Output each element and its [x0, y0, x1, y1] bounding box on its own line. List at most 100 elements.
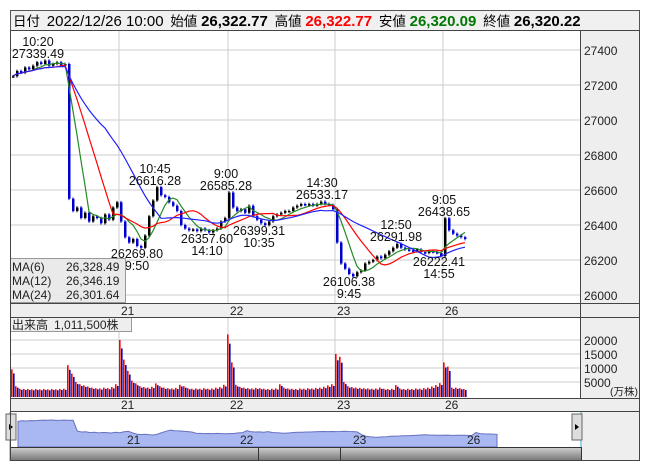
volume-tick-label: 5000: [584, 376, 611, 390]
volume-bar: [277, 389, 279, 397]
chart-frame: [10, 30, 640, 412]
volume-bar: [313, 389, 315, 397]
ma24-value: 26,301.64: [66, 288, 120, 302]
volume-bar: [185, 387, 187, 397]
candle-body: [424, 252, 427, 254]
candle-body: [212, 230, 215, 233]
navigator-scrollbar[interactable]: [10, 447, 582, 461]
price-annotations: 10:20 27339.49 10:45 26616.28 26269.80 9…: [12, 35, 470, 301]
volume-bar: [183, 386, 185, 397]
navigator-area: [17, 419, 498, 448]
grid: [10, 31, 580, 398]
candle-body: [268, 221, 271, 226]
candle-body: [436, 252, 439, 254]
volume-bar: [279, 384, 281, 397]
volume-bar: [227, 334, 229, 397]
annotation-time: 12:50: [380, 218, 411, 232]
volume-bar: [193, 389, 195, 397]
volume-bar: [347, 386, 349, 397]
navigator-date-label: 23: [353, 433, 367, 447]
candle-body: [280, 212, 283, 215]
volume-bar: [15, 386, 17, 397]
volume-bar: [47, 389, 49, 397]
volume-bar: [163, 387, 165, 397]
volume-bar: [217, 388, 219, 397]
volume-bar: [57, 390, 59, 397]
candle-body: [80, 207, 83, 218]
candle-body: [248, 205, 251, 213]
volume-bar: [413, 390, 415, 397]
date-tick-label: 26: [445, 398, 459, 412]
annotation-price: 26291.98: [370, 230, 422, 244]
volume-bar: [21, 389, 23, 397]
volume-bar: [359, 387, 361, 397]
volume-bar: [457, 388, 459, 397]
volume-bar: [275, 388, 277, 397]
volume-bar: [449, 371, 451, 397]
annotation-price: 27339.49: [12, 47, 64, 61]
annotation-time: 10:45: [139, 162, 170, 176]
volume-bar: [107, 388, 109, 397]
volume-bar: [213, 389, 215, 397]
volume-bar: [281, 386, 283, 397]
volume-bar: [73, 376, 75, 397]
candle-body: [348, 268, 351, 274]
volume-bar: [375, 388, 377, 397]
navigator-date-label: 26: [467, 433, 481, 447]
annotation-price: 26399.31: [233, 224, 285, 238]
volume-bar: [195, 388, 197, 397]
volume-bar: [267, 389, 269, 397]
volume-bar: [235, 384, 237, 397]
volume-bar: [119, 340, 121, 397]
volume-bar: [25, 390, 27, 397]
candle-body: [108, 214, 111, 220]
volume-bar: [49, 390, 51, 397]
candle-body: [192, 229, 195, 231]
volume-bar: [229, 343, 231, 397]
candle-body: [372, 260, 375, 262]
ma12-line: [12, 64, 466, 266]
volume-bar: [33, 390, 35, 397]
navigator[interactable]: 21 22 23 26: [5, 411, 640, 462]
volume-bar: [239, 386, 241, 397]
volume-bar: [433, 387, 435, 397]
candle-body: [116, 202, 119, 208]
volume-bar: [19, 388, 21, 397]
volume-bar: [417, 389, 419, 397]
candle-body: [244, 209, 247, 213]
volume-bar: [95, 388, 97, 397]
volume-bar: [307, 388, 309, 397]
volume-bar: [53, 390, 55, 397]
volume-bar: [71, 373, 73, 397]
candle-body: [132, 239, 135, 243]
volume-bar: [159, 386, 161, 397]
volume-bar: [127, 370, 129, 397]
volume-bar: [385, 389, 387, 397]
candle-body: [148, 216, 151, 236]
candle-body: [304, 204, 307, 206]
candle-body: [380, 256, 383, 259]
volume-bar: [129, 374, 131, 397]
annotation-price: 26585.28: [200, 179, 252, 193]
candle-body: [176, 205, 179, 211]
candle-body: [84, 212, 87, 218]
volume-bar: [435, 385, 437, 397]
volume-bar: [111, 387, 113, 397]
candle-body: [264, 223, 267, 226]
candle-body: [24, 67, 27, 73]
candle-body: [104, 214, 107, 224]
volume-bar: [221, 388, 223, 397]
volume-bar: [431, 386, 433, 397]
volume-bar: [391, 388, 393, 397]
volume-bar: [317, 389, 319, 397]
volume-bar: [91, 387, 93, 397]
volume-bar: [327, 385, 329, 397]
volume-bar: [335, 354, 337, 397]
annotation-time: 14:30: [306, 176, 337, 190]
volume-bar: [415, 388, 417, 397]
volume-bar: [389, 390, 391, 397]
volume-bar: [169, 389, 171, 397]
volume-bar: [343, 382, 345, 397]
volume-bar: [223, 384, 225, 397]
volume-bar: [215, 387, 217, 397]
